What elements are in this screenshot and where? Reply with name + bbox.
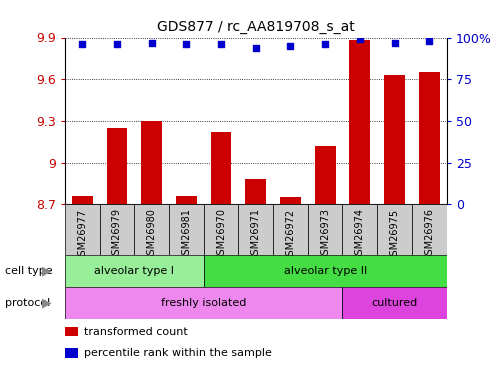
Text: GSM26975: GSM26975 bbox=[390, 209, 400, 261]
Bar bbox=[176, 196, 197, 204]
Point bbox=[391, 39, 399, 45]
Bar bbox=[65, 327, 78, 336]
Bar bbox=[280, 197, 301, 204]
Text: GSM26981: GSM26981 bbox=[181, 209, 191, 261]
Bar bbox=[65, 348, 78, 358]
Bar bbox=[412, 204, 447, 255]
Text: cell type: cell type bbox=[5, 266, 52, 276]
Text: GSM26979: GSM26979 bbox=[112, 209, 122, 261]
Bar bbox=[106, 128, 127, 204]
Text: ▶: ▶ bbox=[42, 264, 52, 278]
Text: protocol: protocol bbox=[5, 298, 50, 308]
Bar bbox=[342, 204, 377, 255]
Bar bbox=[211, 132, 232, 204]
Bar bbox=[204, 255, 447, 287]
Bar bbox=[342, 287, 447, 319]
Text: GSM26972: GSM26972 bbox=[285, 209, 295, 261]
Bar bbox=[72, 196, 93, 204]
Point bbox=[217, 41, 225, 47]
Text: GSM26971: GSM26971 bbox=[250, 209, 261, 261]
Bar bbox=[239, 204, 273, 255]
Bar bbox=[246, 179, 266, 204]
Text: transformed count: transformed count bbox=[84, 327, 188, 337]
Point bbox=[182, 41, 190, 47]
Bar bbox=[134, 204, 169, 255]
Bar bbox=[315, 146, 335, 204]
Point bbox=[113, 41, 121, 47]
Point bbox=[425, 38, 433, 44]
Point bbox=[356, 36, 364, 42]
Text: GSM26977: GSM26977 bbox=[77, 209, 87, 261]
Point bbox=[286, 43, 294, 49]
Point bbox=[321, 41, 329, 47]
Text: freshly isolated: freshly isolated bbox=[161, 298, 247, 308]
Text: ▶: ▶ bbox=[42, 296, 52, 309]
Text: GSM26970: GSM26970 bbox=[216, 209, 226, 261]
Bar bbox=[65, 255, 204, 287]
Text: cultured: cultured bbox=[371, 298, 418, 308]
Text: alveolar type I: alveolar type I bbox=[94, 266, 174, 276]
Text: GSM26974: GSM26974 bbox=[355, 209, 365, 261]
Bar bbox=[65, 204, 100, 255]
Bar bbox=[308, 204, 342, 255]
Bar bbox=[349, 40, 370, 204]
Point bbox=[78, 41, 86, 47]
Bar bbox=[377, 204, 412, 255]
Bar bbox=[273, 204, 308, 255]
Text: alveolar type II: alveolar type II bbox=[283, 266, 367, 276]
Text: GSM26973: GSM26973 bbox=[320, 209, 330, 261]
Title: GDS877 / rc_AA819708_s_at: GDS877 / rc_AA819708_s_at bbox=[157, 20, 355, 34]
Bar bbox=[204, 204, 239, 255]
Text: GSM26980: GSM26980 bbox=[147, 209, 157, 261]
Point bbox=[251, 45, 259, 51]
Bar bbox=[169, 204, 204, 255]
Text: GSM26976: GSM26976 bbox=[424, 209, 434, 261]
Bar bbox=[419, 72, 440, 204]
Text: percentile rank within the sample: percentile rank within the sample bbox=[84, 348, 272, 358]
Point bbox=[148, 39, 156, 45]
Bar bbox=[65, 287, 342, 319]
Bar bbox=[141, 121, 162, 204]
Bar bbox=[100, 204, 134, 255]
Bar bbox=[384, 75, 405, 204]
